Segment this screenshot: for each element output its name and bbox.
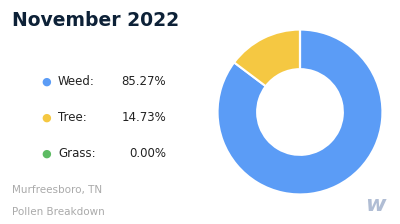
Wedge shape (234, 30, 300, 86)
Text: ●: ● (41, 149, 51, 158)
Text: Pollen Breakdown: Pollen Breakdown (12, 207, 105, 217)
Text: Grass:: Grass: (58, 147, 96, 160)
Text: w: w (366, 195, 386, 215)
Wedge shape (218, 30, 382, 194)
Text: Murfreesboro, TN: Murfreesboro, TN (12, 185, 102, 195)
Text: ●: ● (41, 77, 51, 87)
Text: 0.00%: 0.00% (129, 147, 166, 160)
Text: Weed:: Weed: (58, 75, 95, 88)
Text: November 2022: November 2022 (12, 11, 179, 30)
Text: ●: ● (41, 113, 51, 123)
Text: Tree:: Tree: (58, 111, 87, 124)
Text: 14.73%: 14.73% (121, 111, 166, 124)
Text: 85.27%: 85.27% (121, 75, 166, 88)
